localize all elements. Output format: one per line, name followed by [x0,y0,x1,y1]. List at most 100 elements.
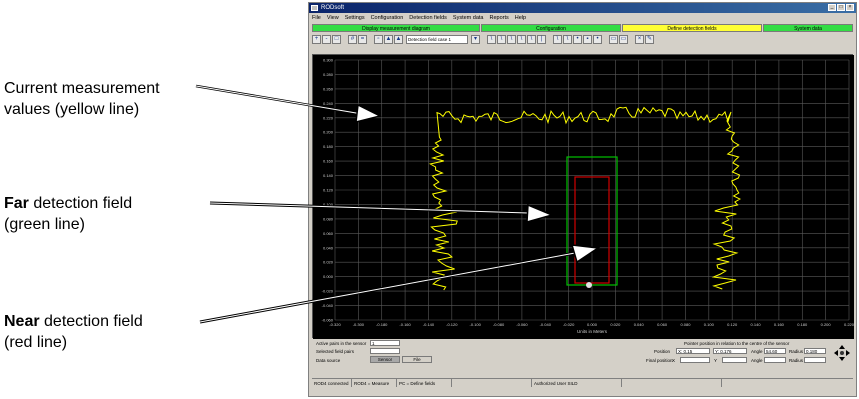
zoom-in-icon[interactable]: + [312,34,321,44]
maximize-icon[interactable]: □ [837,4,845,11]
angle-label: Angle [751,349,763,354]
final-radius-label: Radius [789,358,804,363]
y-tick-label: -0.040 [322,303,334,308]
draw-line-icon-5[interactable]: \ [527,34,536,44]
menu-item-file[interactable]: File [312,15,321,21]
x-tick-label: -0.120 [446,322,458,327]
navigation-pad[interactable] [833,344,851,362]
menu-item-system-data[interactable]: System data [452,15,484,21]
measurement-plot[interactable]: -0.320 -0.300 -0.180 -0.160 -0.140 -0.120 -0.1… [312,54,854,339]
dropdown-icon[interactable]: ▾ [471,34,480,44]
point-icon[interactable]: • [573,34,582,44]
active-pairs-field[interactable]: 1 [370,340,400,346]
position-label: Position [654,349,671,354]
annotation-current-line2: values (yellow line) [4,101,140,118]
menu-item-configuration[interactable]: Configuration [370,15,404,21]
y-tick-label: 0.260 [323,86,334,91]
x-tick-label: 0.120 [727,322,738,327]
x-tick-label: 0.100 [704,322,715,327]
menu-item-settings[interactable]: Settings [344,15,365,21]
field-tool-icon[interactable]: ▪ [583,34,592,44]
close-icon[interactable]: × [846,4,854,11]
arrow-down-icon[interactable] [839,357,845,361]
x-tick-label: 0.140 [751,322,762,327]
tab-system-data[interactable]: System data [763,24,853,32]
x-tick-label: -0.060 [516,322,528,327]
view-tabs: Display measurement diagram Configuration… [312,24,853,32]
status-cell: ROD4 = Measure [352,379,397,387]
arrow-left-icon[interactable] [834,350,838,356]
menu-item-view[interactable]: View [326,15,339,21]
arrow-right-icon[interactable] [846,350,850,356]
x-tick-label: 0.200 [821,322,832,327]
y-tick-label: 0.060 [323,231,334,236]
save-icon[interactable]: ▭ [619,34,628,44]
radius-label: Radius [789,349,804,354]
delete-icon[interactable]: × [635,34,644,44]
final-position-label: Final position [646,358,673,363]
annotation-current-line1: Current measurement [4,80,160,97]
annotation-current: Current measurement values (yellow line) [4,78,160,120]
chart-icon[interactable]: ▲ [384,34,393,44]
y-tick-label: 0.220 [323,115,334,120]
y-tick-label: 0.300 [323,58,334,63]
sensor-button[interactable]: Sensor [370,356,400,363]
position-y-field: Y: 0.176 [713,348,747,354]
measurement-plot-svg[interactable]: -0.320 -0.300 -0.180 -0.160 -0.140 -0.120 -0.1… [313,55,854,339]
edit-icon[interactable]: ✎ [645,34,654,44]
tab-display-measurement-diagram[interactable]: Display measurement diagram [312,24,480,32]
tab-define-detection-fields[interactable]: Define detection fields [622,24,762,32]
y-tick-label: 0.040 [323,245,334,250]
draw-line-icon-3[interactable]: \ [507,34,516,44]
monitor-icon[interactable]: ▭ [609,34,618,44]
draw-line-icon[interactable]: \ [487,34,496,44]
open-icon[interactable]: ▫ [374,34,383,44]
selected-field-pairs-field[interactable] [370,348,400,354]
ruler-icon[interactable]: = [358,34,367,44]
y-tick-label: 0.020 [323,260,334,265]
y-tick-label: 0.160 [323,159,334,164]
draw-tool-icon-2[interactable]: \ [563,34,572,44]
tab-configuration[interactable]: Configuration [481,24,621,32]
x-tick-label: -0.020 [563,322,575,327]
marker-icon[interactable]: • [593,34,602,44]
annotation-far-rest: detection field [28,195,133,212]
position-x-field: X: 0.15 [676,348,710,354]
chart-icon-2[interactable]: ▲ [394,34,403,44]
grid-icon[interactable]: # [348,34,357,44]
final-y-field[interactable] [722,357,747,363]
menu-item-help[interactable]: Help [514,15,527,21]
draw-line-icon-4[interactable]: \ [517,34,526,44]
menu-item-detection-fields[interactable]: Detection fields [409,15,447,21]
detection-field-select[interactable]: Detection field case 1 [406,34,468,44]
minimize-icon[interactable]: _ [828,4,836,11]
window-title: RODsoft [321,5,345,11]
draw-tool-icon[interactable]: \ [553,34,562,44]
zoom-out-icon[interactable]: - [322,34,331,44]
y-tick-label: 0.080 [323,216,334,221]
x-tick-label: 0.000 [587,322,598,327]
center-icon[interactable] [840,351,844,355]
status-cell: Authorized User SILD [532,379,622,387]
annotation-far-line2: (green line) [4,216,85,233]
menu-item-reports[interactable]: Reports [489,15,509,21]
annotation-far: Far detection field (green line) [4,193,132,235]
data-source-label: Data source [316,358,341,363]
x-tick-label: -0.040 [540,322,552,327]
zoom-fit-icon[interactable]: □ [332,34,341,44]
x-tick-label: -0.300 [353,322,365,327]
x-tick-label: 0.180 [797,322,808,327]
final-x-field[interactable] [680,357,710,363]
x-tick-label: 0.060 [657,322,668,327]
x-tick-label: 0.020 [610,322,621,327]
y-tick-label: 0.140 [323,173,334,178]
draw-line-icon-2[interactable]: \ [497,34,506,44]
arrow-up-icon[interactable] [839,345,845,349]
final-angle-field[interactable] [764,357,786,363]
file-button[interactable]: File [402,356,432,363]
final-y-label: Y [714,358,718,363]
final-radius-field[interactable] [804,357,826,363]
field-edit-icon[interactable]: | [537,34,546,44]
pointer-heading: Pointer position in relation to the cent… [684,341,790,346]
annotation-far-bold: Far [4,195,29,212]
